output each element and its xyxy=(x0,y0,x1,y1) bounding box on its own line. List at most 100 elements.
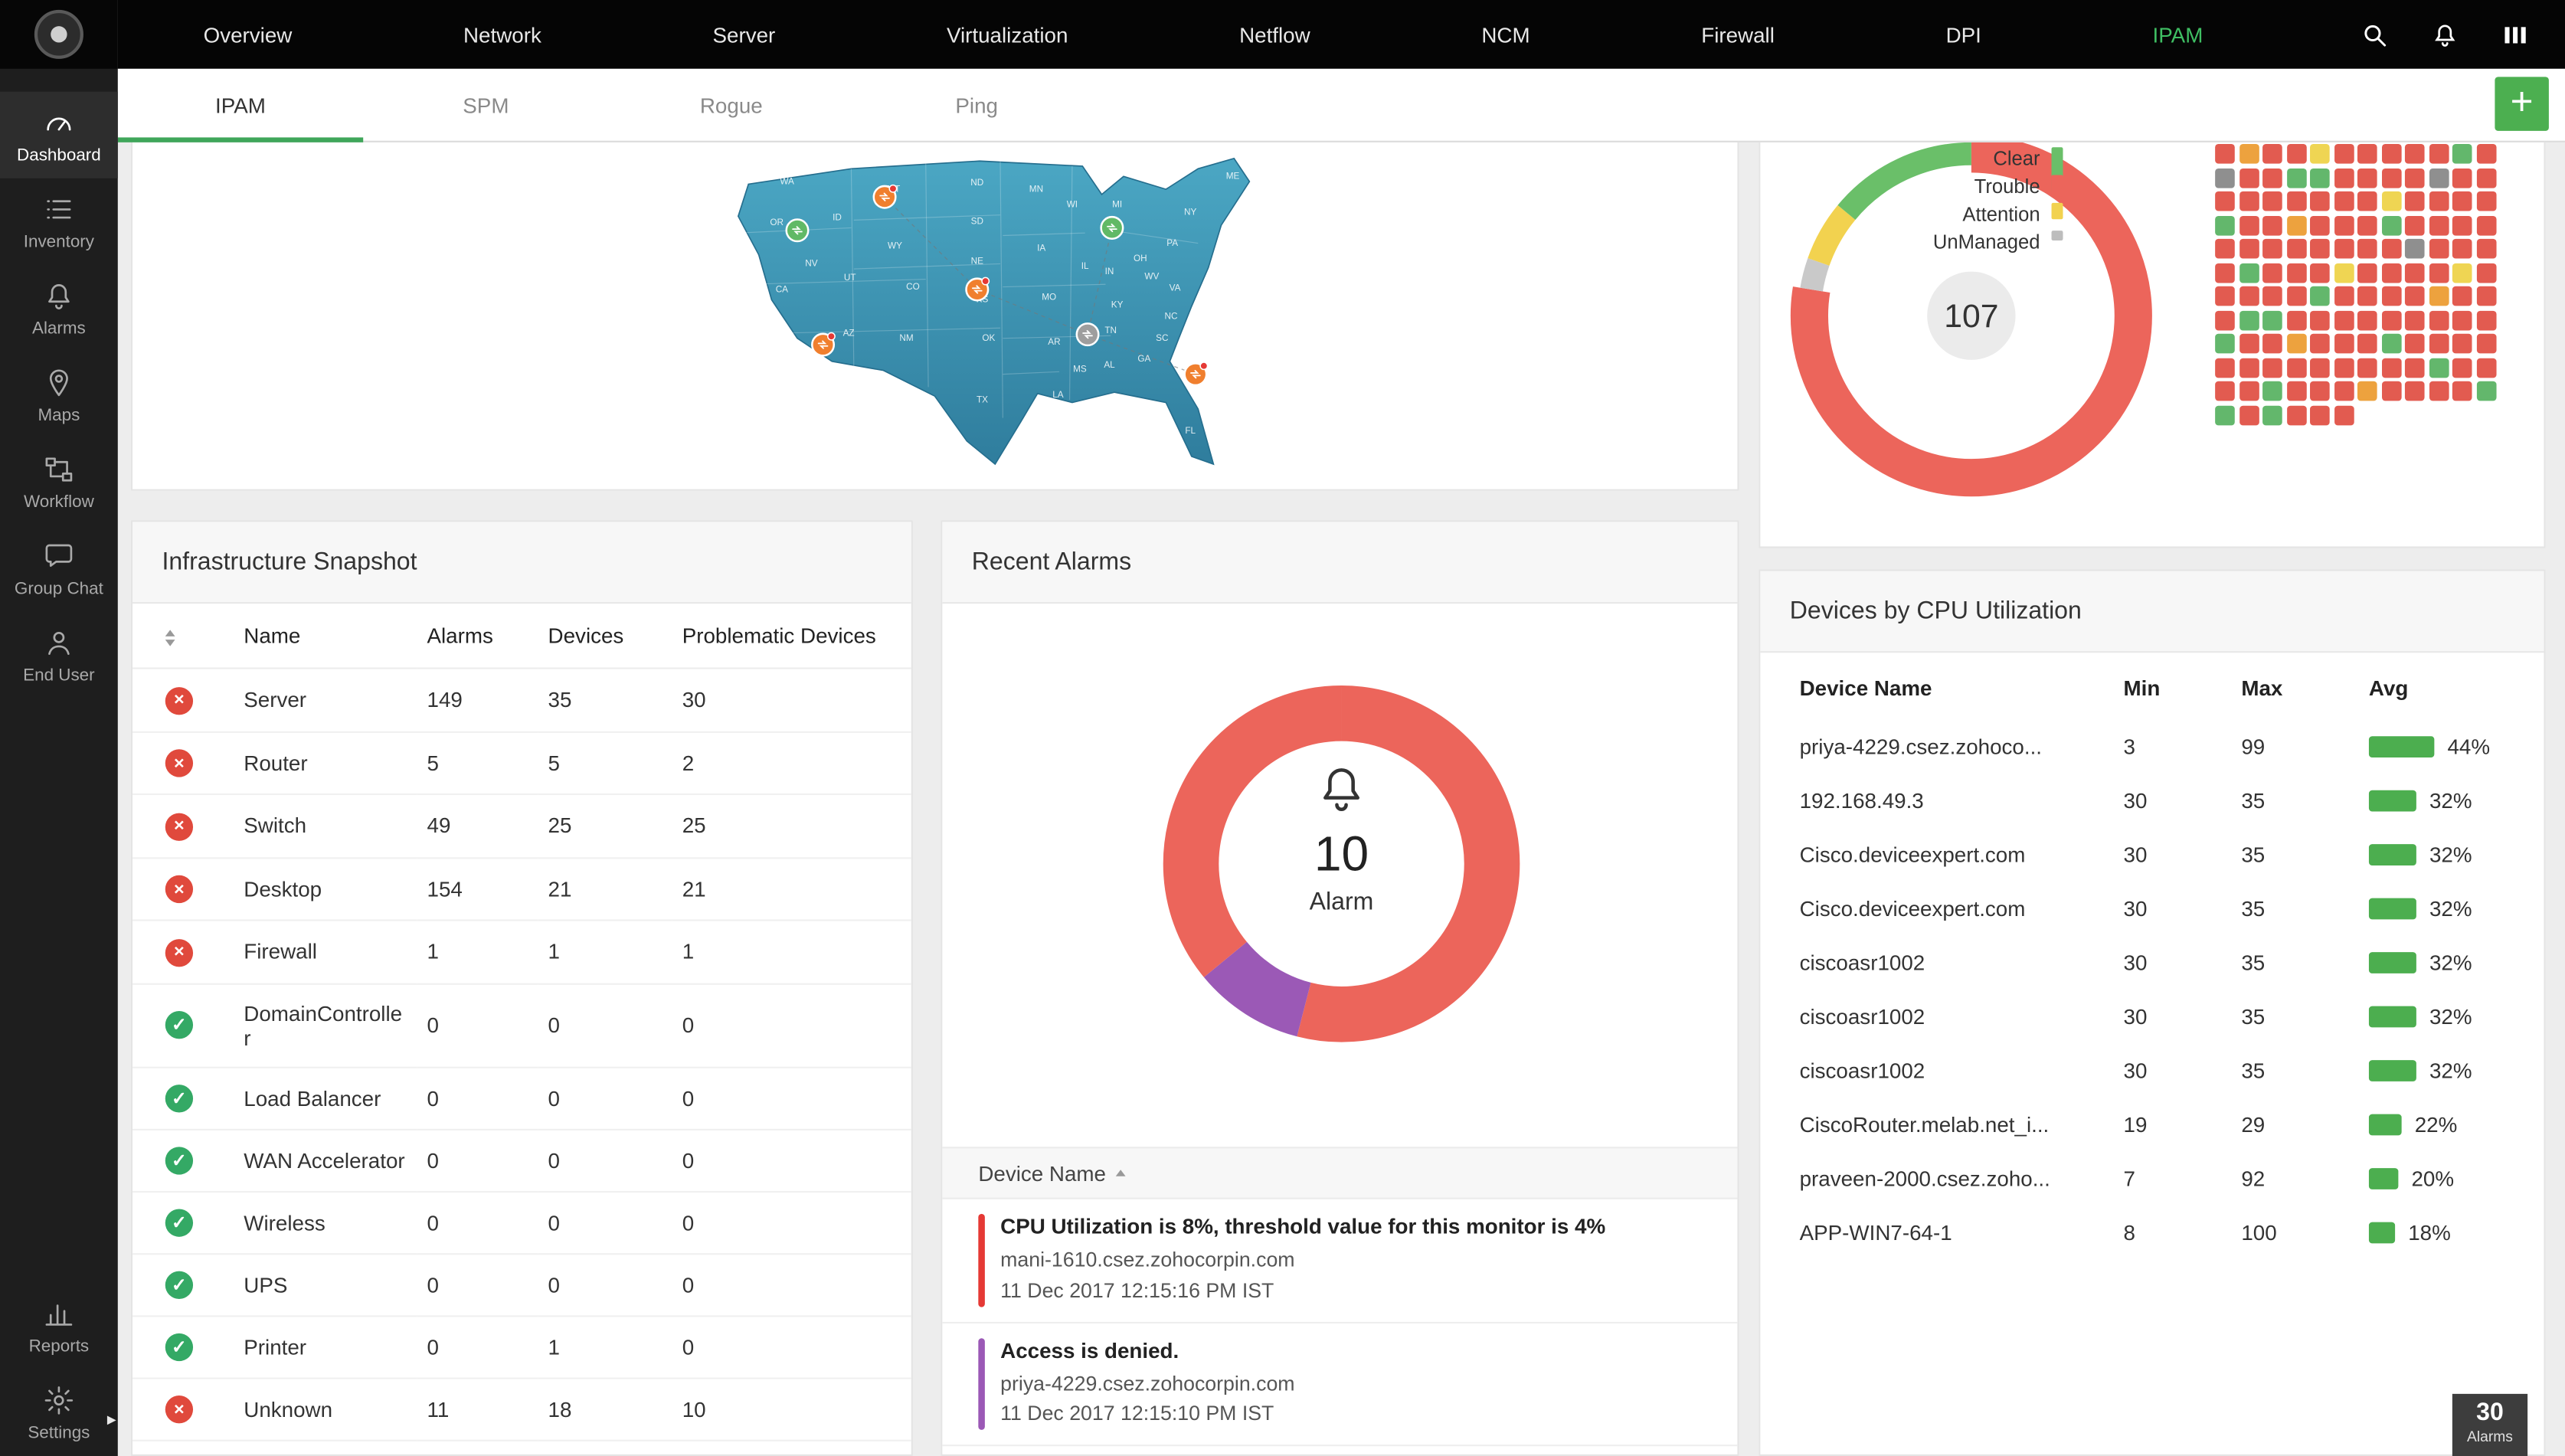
device-status-cell[interactable] xyxy=(2357,214,2377,235)
device-type[interactable]: Switch xyxy=(234,794,417,859)
device-status-cell[interactable] xyxy=(2286,404,2306,425)
device-status-cell[interactable] xyxy=(2239,286,2259,306)
device-status-cell[interactable] xyxy=(2452,262,2472,283)
tab-spm[interactable]: SPM xyxy=(463,92,509,117)
device-status-cell[interactable] xyxy=(2404,238,2425,259)
device-status-cell[interactable] xyxy=(2310,333,2330,354)
device-status-cell[interactable] xyxy=(2239,357,2259,378)
device-status-cell[interactable] xyxy=(2262,191,2282,211)
device-marker[interactable] xyxy=(872,184,898,209)
device-status-cell[interactable] xyxy=(2239,333,2259,354)
table-row[interactable]: Cisco.deviceexpert.com 30 35 32% xyxy=(1760,882,2544,935)
device-type[interactable]: Printer xyxy=(234,1315,417,1379)
alarm-device[interactable]: priya-4229.csez.zohocorpin.com xyxy=(1000,1372,1295,1395)
device-status-cell[interactable] xyxy=(2475,357,2496,378)
device-status-cell[interactable] xyxy=(2262,404,2282,425)
device-status-cell[interactable] xyxy=(2286,262,2306,283)
device-type[interactable]: Wireless xyxy=(234,1191,417,1255)
device-status-cell[interactable] xyxy=(2475,262,2496,283)
device-status-cell[interactable] xyxy=(2357,333,2377,354)
device-status-cell[interactable] xyxy=(2404,167,2425,188)
device-status-cell[interactable] xyxy=(2262,238,2282,259)
sidebar-item-group-chat[interactable]: Group Chat xyxy=(0,525,118,612)
device-status-cell[interactable] xyxy=(2262,214,2282,235)
device-marker[interactable] xyxy=(785,218,810,243)
device-status-cell[interactable] xyxy=(2404,143,2425,164)
device-status-cell[interactable] xyxy=(2262,309,2282,330)
device-status-cell[interactable] xyxy=(2286,381,2306,401)
add-widget-button[interactable]: + xyxy=(2495,77,2549,131)
sidebar-item-dashboard[interactable]: Dashboard xyxy=(0,91,118,178)
device-status-cell[interactable] xyxy=(2380,286,2401,306)
device-type[interactable]: WAN Accelerator xyxy=(234,1128,417,1193)
device-status-cell[interactable] xyxy=(2334,404,2354,425)
column-devices[interactable]: Devices xyxy=(538,604,672,669)
device-status-cell[interactable] xyxy=(2404,381,2425,401)
device-status-cell[interactable] xyxy=(2357,167,2377,188)
device-status-cell[interactable] xyxy=(2215,404,2235,425)
alarm-device[interactable]: mani-1610.csez.zohocorpin.com xyxy=(1000,1248,1295,1271)
device-status-cell[interactable] xyxy=(2334,309,2354,330)
device-status-cell[interactable] xyxy=(2262,333,2282,354)
nav-item-server[interactable]: Server xyxy=(712,21,776,47)
table-row[interactable]: × Firewall 1 1 1 xyxy=(133,920,911,984)
sidebar-item-settings[interactable]: Settings xyxy=(0,1369,118,1456)
sidebar-item-workflow[interactable]: Workflow xyxy=(0,439,118,525)
device-status-cell[interactable] xyxy=(2428,381,2449,401)
device-status-cell[interactable] xyxy=(2380,309,2401,330)
table-row[interactable]: ciscoasr1002 30 35 32% xyxy=(1760,936,2544,990)
device-status-cell[interactable] xyxy=(2475,309,2496,330)
device-status-cell[interactable] xyxy=(2334,286,2354,306)
device-status-cell[interactable] xyxy=(2380,262,2401,283)
device-status-cell[interactable] xyxy=(2380,143,2401,164)
device-status-cell[interactable] xyxy=(2286,143,2306,164)
device-type[interactable]: Firewall xyxy=(234,920,417,984)
device-status-cell[interactable] xyxy=(2239,309,2259,330)
device-status-cell[interactable] xyxy=(2475,167,2496,188)
device-status-cell[interactable] xyxy=(2452,357,2472,378)
table-row[interactable]: Cisco.deviceexpert.com 30 35 32% xyxy=(1760,828,2544,882)
device-status-cell[interactable] xyxy=(2357,357,2377,378)
sidebar-item-end-user[interactable]: End User xyxy=(0,613,118,699)
device-status-cell[interactable] xyxy=(2286,191,2306,211)
device-status-cell[interactable] xyxy=(2357,309,2377,330)
table-row[interactable]: ✓ WAN Accelerator 0 0 0 xyxy=(133,1128,911,1193)
sidebar-expand-icon[interactable]: ▸ xyxy=(106,1410,116,1430)
device-marker[interactable] xyxy=(1075,322,1100,347)
device-status-cell[interactable] xyxy=(2428,309,2449,330)
device-status-cell[interactable] xyxy=(2428,191,2449,211)
device-name[interactable]: Cisco.deviceexpert.com xyxy=(1799,896,2026,921)
apps-icon[interactable] xyxy=(2501,21,2529,48)
device-status-cell[interactable] xyxy=(2286,238,2306,259)
device-status-cell[interactable] xyxy=(2428,333,2449,354)
device-status-cell[interactable] xyxy=(2239,191,2259,211)
device-status-cell[interactable] xyxy=(2475,286,2496,306)
device-type[interactable]: UPS xyxy=(234,1253,417,1317)
device-status-cell[interactable] xyxy=(2215,238,2235,259)
device-marker[interactable] xyxy=(1183,362,1209,387)
device-status-cell[interactable] xyxy=(2452,381,2472,401)
device-status-cell[interactable] xyxy=(2428,214,2449,235)
device-name[interactable]: CiscoRouter.melab.net_i... xyxy=(1799,1112,2050,1137)
table-row[interactable]: × Server 149 35 30 xyxy=(133,668,911,732)
device-status-cell[interactable] xyxy=(2286,286,2306,306)
nav-item-dpi[interactable]: DPI xyxy=(1945,21,1981,47)
device-status-cell[interactable] xyxy=(2215,357,2235,378)
device-name[interactable]: Cisco.deviceexpert.com xyxy=(1799,843,2026,868)
device-status-cell[interactable] xyxy=(2357,286,2377,306)
device-status-cell[interactable] xyxy=(2310,357,2330,378)
device-status-cell[interactable] xyxy=(2334,214,2354,235)
device-status-cell[interactable] xyxy=(2404,309,2425,330)
legend-item[interactable]: UnManaged xyxy=(1834,231,2063,257)
device-name[interactable]: priya-4229.csez.zohoco... xyxy=(1799,735,2043,760)
device-status-cell[interactable] xyxy=(2428,286,2449,306)
device-status-cell[interactable] xyxy=(2334,357,2354,378)
device-status-cell[interactable] xyxy=(2310,309,2330,330)
table-row[interactable]: APP-WIN7-64-1 8 100 18% xyxy=(1760,1206,2544,1259)
nav-item-overview[interactable]: Overview xyxy=(203,21,293,47)
column-min[interactable]: Min xyxy=(2123,676,2161,701)
device-status-cell[interactable] xyxy=(2428,143,2449,164)
device-status-cell[interactable] xyxy=(2452,167,2472,188)
device-status-cell[interactable] xyxy=(2215,381,2235,401)
column-alarms[interactable]: Alarms xyxy=(417,604,538,669)
